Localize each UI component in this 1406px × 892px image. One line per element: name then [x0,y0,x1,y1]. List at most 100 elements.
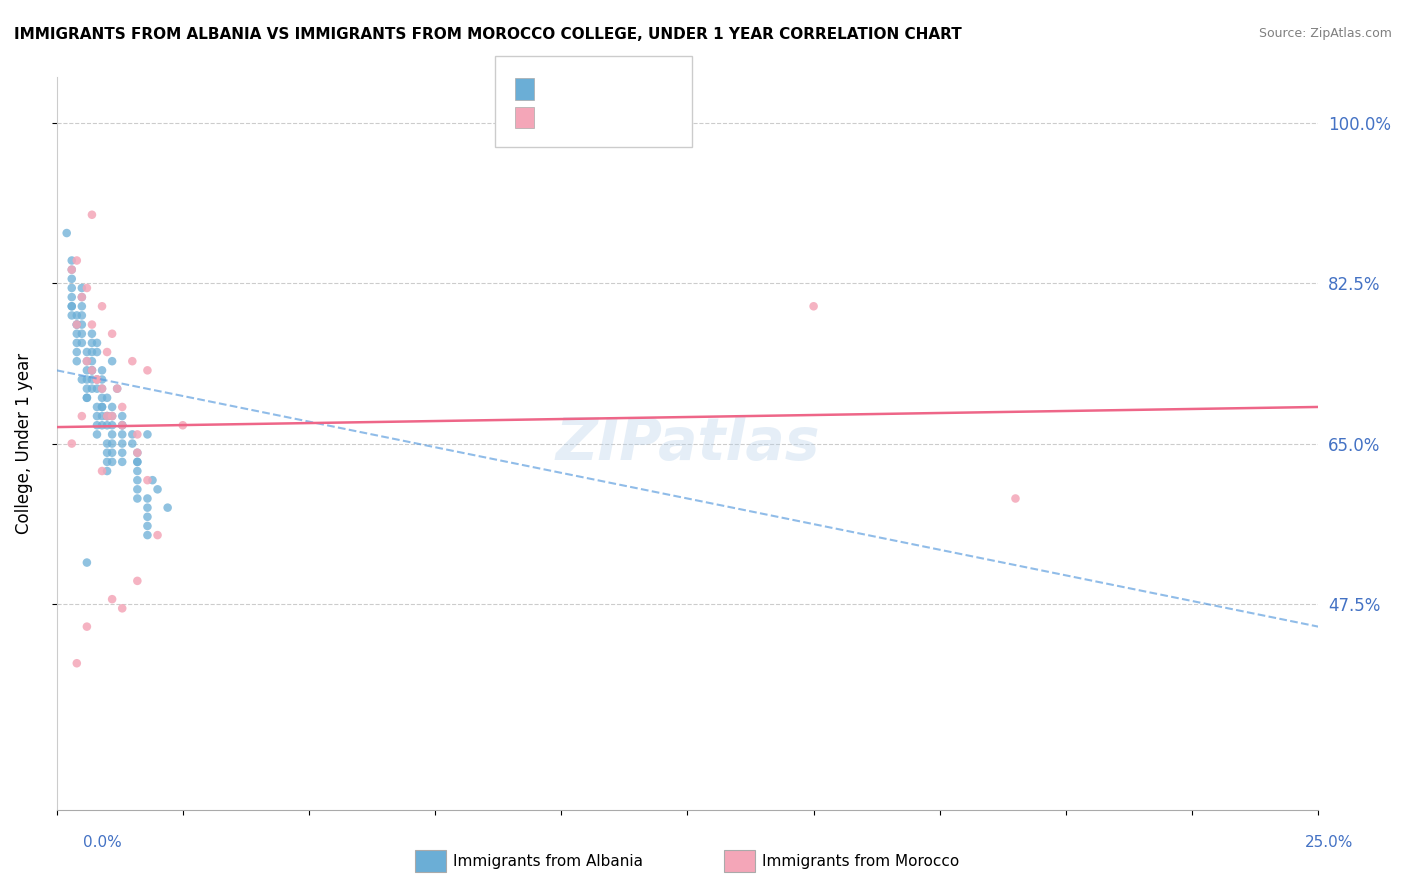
Text: -0.253: -0.253 [562,80,616,98]
Point [101,400,124,414]
Point [91,382,114,396]
Point [111,427,134,442]
Point [86,372,108,386]
Point [127,574,149,588]
Point [80,208,103,222]
Point [101,455,124,469]
Point [91,382,114,396]
Point [80,335,103,350]
Point [127,455,149,469]
Point [127,427,149,442]
Point [91,464,114,478]
Point [86,400,108,414]
Point [60,290,83,304]
Point [101,436,124,450]
Point [80,382,103,396]
Point [803,299,825,313]
Point [76,391,98,405]
Point [66,657,89,671]
Point [136,363,159,377]
Point [136,500,159,515]
Text: Source: ZipAtlas.com: Source: ZipAtlas.com [1258,27,1392,40]
Point [76,382,98,396]
Point [101,446,124,460]
Point [66,318,89,332]
Text: 37: 37 [626,109,647,127]
Point [121,427,143,442]
Point [146,528,169,542]
Point [111,418,134,433]
Point [86,345,108,359]
Point [101,354,124,368]
Point [91,400,114,414]
Text: ZIPatlas: ZIPatlas [555,415,820,472]
Point [121,436,143,450]
Y-axis label: College, Under 1 year: College, Under 1 year [15,353,32,534]
Point [55,226,77,240]
Point [141,473,163,487]
Point [91,391,114,405]
Point [80,326,103,341]
Point [136,528,159,542]
Point [96,409,118,423]
Point [60,309,83,323]
Text: IMMIGRANTS FROM ALBANIA VS IMMIGRANTS FROM MOROCCO COLLEGE, UNDER 1 YEAR CORRELA: IMMIGRANTS FROM ALBANIA VS IMMIGRANTS FR… [14,27,962,42]
Point [101,409,124,423]
Point [127,446,149,460]
Point [86,382,108,396]
Point [76,363,98,377]
Point [70,299,93,313]
Point [60,262,83,277]
Point [80,354,103,368]
Point [80,372,103,386]
Text: R =: R = [540,80,576,98]
Point [66,318,89,332]
Point [66,326,89,341]
Point [66,318,89,332]
Point [111,418,134,433]
Point [66,354,89,368]
Point [80,363,103,377]
Point [70,335,93,350]
Point [96,345,118,359]
Point [111,436,134,450]
Point [86,372,108,386]
Point [76,345,98,359]
Point [91,299,114,313]
Point [127,491,149,506]
Point [70,290,93,304]
Point [127,473,149,487]
Text: 0.036: 0.036 [562,109,614,127]
Point [66,253,89,268]
Point [1004,491,1026,506]
Point [96,436,118,450]
Point [60,299,83,313]
Text: R =: R = [540,109,576,127]
Point [80,363,103,377]
Point [91,400,114,414]
Point [96,446,118,460]
Point [96,455,118,469]
Point [111,400,134,414]
Point [86,427,108,442]
Point [80,318,103,332]
Text: 25.0%: 25.0% [1305,836,1353,850]
Point [127,455,149,469]
Point [66,345,89,359]
Text: 98: 98 [626,80,647,98]
Point [127,446,149,460]
Point [91,372,114,386]
Point [80,363,103,377]
Point [101,409,124,423]
Point [127,483,149,497]
Point [111,409,134,423]
Point [91,418,114,433]
Point [86,418,108,433]
Point [86,335,108,350]
Point [111,446,134,460]
Point [60,262,83,277]
Point [96,409,118,423]
Point [60,281,83,295]
Point [76,391,98,405]
Point [70,281,93,295]
